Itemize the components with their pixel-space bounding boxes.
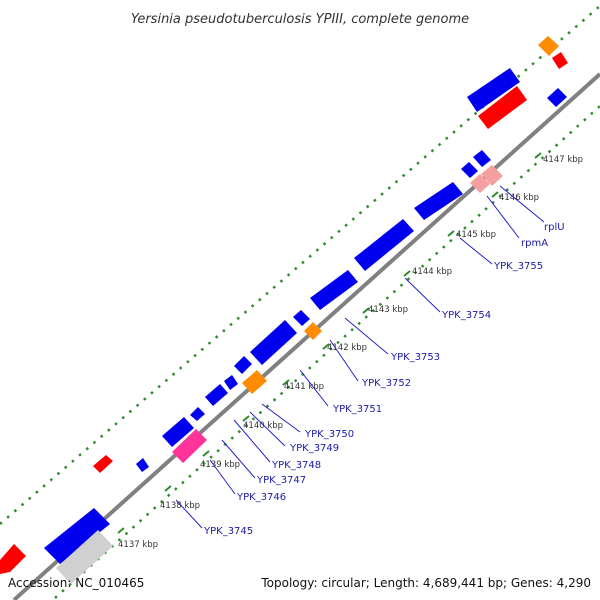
cds-feature-small-7[interactable] (473, 150, 491, 167)
gene-label-ypk-3755[interactable]: YPK_3755 (493, 261, 543, 272)
cds-feature-small-2[interactable] (190, 407, 205, 421)
gene-label-ypk-3746[interactable]: YPK_3746 (236, 492, 286, 503)
kbp-label-4143: 4143 kbp (368, 305, 408, 315)
cds-feature-block-5[interactable] (310, 270, 358, 310)
gene-label-ypk-3751[interactable]: YPK_3751 (332, 404, 382, 415)
trna-feature-outer-1[interactable] (93, 455, 113, 473)
cds-feature-block-6[interactable] (354, 219, 414, 271)
gene-label-rpma[interactable]: rpmA (521, 238, 548, 249)
trna-feature-block[interactable] (478, 86, 527, 129)
cds-feature-top-right[interactable] (547, 88, 567, 107)
gene-label-ypk-3753[interactable]: YPK_3753 (390, 352, 440, 363)
kbp-label-4145: 4145 kbp (456, 230, 496, 240)
cds-feature-small-3[interactable] (224, 375, 238, 390)
rplu-feature[interactable] (481, 165, 503, 186)
misc-feature-pink[interactable] (172, 429, 207, 463)
cds-feature-block-1[interactable] (44, 508, 110, 564)
genome-summary-text: Topology: circular; Length: 4,689,441 bp… (260, 576, 591, 590)
gene-label-ypk-3752[interactable]: YPK_3752 (361, 378, 411, 389)
trna-feature-top[interactable] (552, 52, 568, 69)
gene-label-ypk-3748[interactable]: YPK_3748 (271, 460, 321, 471)
gene-label-ypk-3750[interactable]: YPK_3750 (304, 429, 354, 440)
kbp-label-4147: 4147 kbp (543, 155, 583, 165)
pseudo-feature-grey[interactable] (56, 530, 113, 584)
gene-label-ypk-3745[interactable]: YPK_3745 (203, 526, 253, 537)
genome-backbone (12, 72, 600, 600)
kbp-label-4137: 4137 kbp (118, 540, 158, 550)
cds-feature-block-3[interactable] (205, 384, 228, 406)
map-title: Yersinia pseudotuberculosis YPIII, compl… (131, 12, 469, 27)
gene-label-rplu[interactable]: rplU (544, 222, 565, 233)
kbp-label-4138: 4138 kbp (160, 501, 200, 511)
cds-feature-block-4[interactable] (250, 320, 297, 365)
major-ticks (117, 152, 542, 534)
cds-feature-block-2[interactable] (162, 417, 194, 447)
gene-label-ypk-3754[interactable]: YPK_3754 (441, 310, 491, 321)
kbp-label-4142: 4142 kbp (327, 343, 367, 353)
kbp-label-4139: 4139 kbp (200, 460, 240, 470)
cds-feature-small-1[interactable] (136, 458, 149, 472)
trna-feature-edge[interactable] (0, 544, 26, 574)
cds-feature-block-7[interactable] (414, 182, 463, 220)
cds-feature-small-6[interactable] (461, 162, 478, 178)
rpma-feature[interactable] (470, 174, 490, 193)
kbp-label-4141: 4141 kbp (284, 382, 324, 392)
gene-leader-lines (175, 185, 545, 529)
cds-feature-small-4[interactable] (234, 356, 252, 374)
gene-label-ypk-3747[interactable]: YPK_3747 (256, 475, 306, 486)
rrna-feature-mid-1[interactable] (242, 370, 267, 394)
kbp-label-4144: 4144 kbp (412, 267, 452, 277)
cds-feature-small-5[interactable] (293, 310, 310, 326)
gene-label-ypk-3749[interactable]: YPK_3749 (289, 443, 339, 454)
kbp-label-4140: 4140 kbp (243, 421, 283, 431)
cds-feature-block-8[interactable] (467, 68, 520, 112)
rrna-feature-mid-2[interactable] (304, 322, 322, 340)
kbp-label-4146: 4146 kbp (499, 193, 539, 203)
accession-text: Accession: NC_010465 (8, 576, 144, 590)
rrna-feature-top[interactable] (538, 36, 559, 56)
